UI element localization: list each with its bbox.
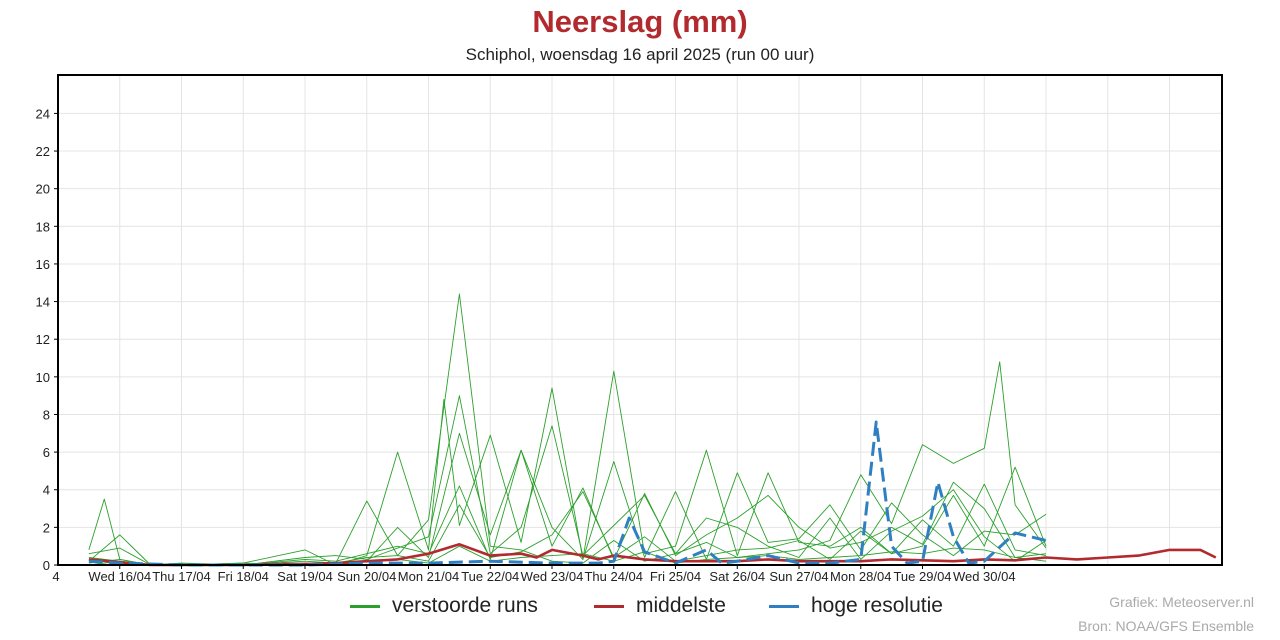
x-tick-label: Mon 21/04	[398, 569, 459, 584]
legend-label-hires: hoge resolutie	[811, 594, 943, 617]
x-tick-label: Wed 23/04	[521, 569, 584, 584]
x-tick-label-start: 4	[52, 569, 59, 584]
series-line-ensemble-2	[88, 370, 1047, 566]
x-tick-label: Thu 24/04	[584, 569, 643, 584]
x-tick-label: Mon 28/04	[830, 569, 891, 584]
series-line-ensemble-3	[88, 432, 1047, 566]
y-tick-label: 6	[43, 445, 50, 460]
grid-lines	[58, 75, 1222, 565]
x-tick-label: Wed 30/04	[953, 569, 1016, 584]
series-line-ensemble-6	[88, 483, 1047, 566]
y-tick-label: 2	[43, 520, 50, 535]
legend-label-mean: middelste	[636, 594, 726, 617]
plot-frame	[57, 74, 1223, 566]
chart-subtitle: Schiphol, woensdag 16 april 2025 (run 00…	[465, 45, 815, 64]
y-tick-label: 12	[36, 332, 50, 347]
legend-item-ensemble: verstoorde runs	[350, 594, 538, 618]
y-tick-label: 0	[43, 558, 50, 573]
legend-item-hires: hoge resolutie	[769, 594, 943, 618]
legend: verstoorde runs middelste hoge resolutie	[0, 594, 1280, 624]
series-layer	[88, 293, 1217, 567]
y-tick-label: 8	[43, 407, 50, 422]
series-line-ensemble-5	[88, 395, 1047, 566]
y-tick-label: 20	[36, 182, 50, 197]
legend-swatch-ensemble	[350, 604, 380, 608]
series-line-hires	[88, 420, 1047, 567]
series-line-ensemble-4	[88, 449, 1047, 566]
y-tick-label: 14	[36, 295, 50, 310]
y-tick-label: 4	[43, 483, 50, 498]
legend-label-ensemble: verstoorde runs	[392, 594, 538, 617]
y-tick-label: 22	[36, 144, 50, 159]
x-tick-label: Sat 19/04	[277, 569, 333, 584]
y-tick-label: 16	[36, 257, 50, 272]
credit-chart: Grafiek: Meteoserver.nl	[1109, 594, 1254, 610]
legend-item-mean: middelste	[594, 594, 726, 618]
x-tick-label: Fri 18/04	[218, 569, 269, 584]
series-line-ensemble-1	[88, 293, 1047, 566]
chart-title: Neerslag (mm)	[532, 4, 748, 39]
x-tick-label: Sat 26/04	[709, 569, 765, 584]
x-tick-label: Thu 17/04	[152, 569, 211, 584]
x-tick-label: Wed 16/04	[88, 569, 151, 584]
credit-source: Bron: NOAA/GFS Ensemble	[1078, 618, 1254, 634]
x-tick-label: Tue 29/04	[893, 569, 951, 584]
y-tick-label: 18	[36, 219, 50, 234]
x-tick-label: Sun 27/04	[769, 569, 828, 584]
y-tick-label: 10	[36, 370, 50, 385]
y-tick-label: 24	[36, 106, 50, 121]
x-tick-label: Sun 20/04	[337, 569, 396, 584]
x-tick-label: Fri 25/04	[650, 569, 701, 584]
x-tick-label: Tue 22/04	[461, 569, 519, 584]
legend-swatch-hires	[769, 604, 799, 608]
legend-swatch-mean	[594, 604, 624, 608]
